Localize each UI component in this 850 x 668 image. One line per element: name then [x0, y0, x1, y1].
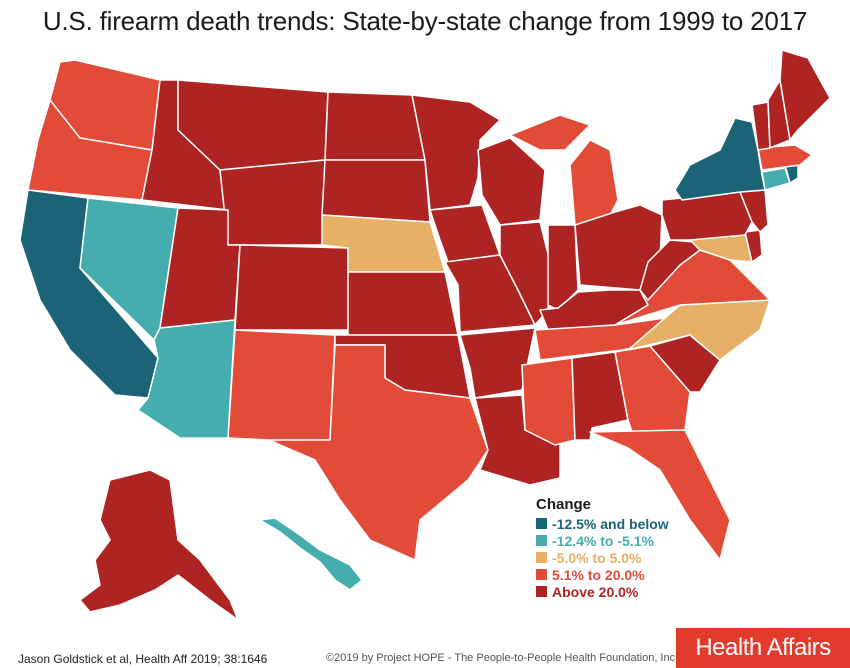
state-SD[interactable] — [321, 159, 431, 223]
state-HI[interactable] — [259, 517, 363, 591]
state-WY[interactable] — [219, 159, 326, 246]
state-NY[interactable] — [674, 117, 766, 201]
legend-label: -12.4% to -5.1% — [552, 532, 654, 549]
state-CO[interactable] — [234, 244, 349, 331]
state-MS[interactable] — [521, 357, 576, 446]
legend-item-5: Above 20.0% — [536, 583, 669, 600]
state-TX[interactable] — [269, 344, 489, 561]
legend-swatch — [536, 586, 547, 597]
copyright: ©2019 by Project HOPE - The People-to-Pe… — [326, 652, 679, 664]
state-MI[interactable] — [569, 139, 619, 226]
legend-label: -12.5% and below — [552, 515, 669, 532]
legend-item-3: -5.0% to 5.0% — [536, 549, 669, 566]
legend-label: Above 20.0% — [552, 583, 639, 600]
state-MI-upper[interactable] — [509, 114, 591, 151]
state-ND[interactable] — [324, 91, 426, 161]
legend-title: Change — [536, 496, 592, 513]
state-MA[interactable] — [757, 144, 813, 171]
state-CT[interactable] — [761, 167, 791, 191]
state-DE[interactable] — [744, 229, 763, 263]
state-LA[interactable] — [474, 394, 561, 486]
state-MN[interactable] — [411, 94, 501, 211]
legend-swatch — [536, 552, 547, 563]
state-OH[interactable] — [574, 204, 663, 291]
legend-item-1: -12.5% and below — [536, 515, 669, 532]
legend-swatch — [536, 518, 547, 529]
map-title: U.S. firearm death trends: State-by-stat… — [42, 6, 808, 36]
state-NM[interactable] — [227, 329, 336, 441]
legend-swatch — [536, 535, 547, 546]
legend-label: 5.1% to 20.0% — [552, 566, 645, 583]
state-AK[interactable] — [79, 469, 239, 621]
state-FL[interactable] — [589, 429, 731, 561]
legend-item-4: 5.1% to 20.0% — [536, 566, 669, 583]
citation: Jason Goldstick et al, Health Aff 2019; … — [18, 652, 268, 666]
legend-item-2: -12.4% to -5.1% — [536, 532, 669, 549]
state-AZ[interactable] — [137, 319, 236, 439]
state-AR[interactable] — [459, 327, 536, 399]
state-IL[interactable] — [499, 221, 551, 326]
state-IA[interactable] — [429, 204, 501, 263]
state-WI[interactable] — [477, 137, 546, 226]
legend: Change -12.5% and below -12.4% to -5.1% … — [536, 496, 669, 600]
state-PA[interactable] — [661, 191, 753, 241]
legend-label: -5.0% to 5.0% — [552, 549, 642, 566]
state-ME[interactable] — [779, 49, 831, 141]
legend-swatch — [536, 569, 547, 580]
state-KS[interactable] — [347, 271, 459, 336]
health-affairs-logo[interactable]: Health Affairs — [676, 628, 850, 668]
